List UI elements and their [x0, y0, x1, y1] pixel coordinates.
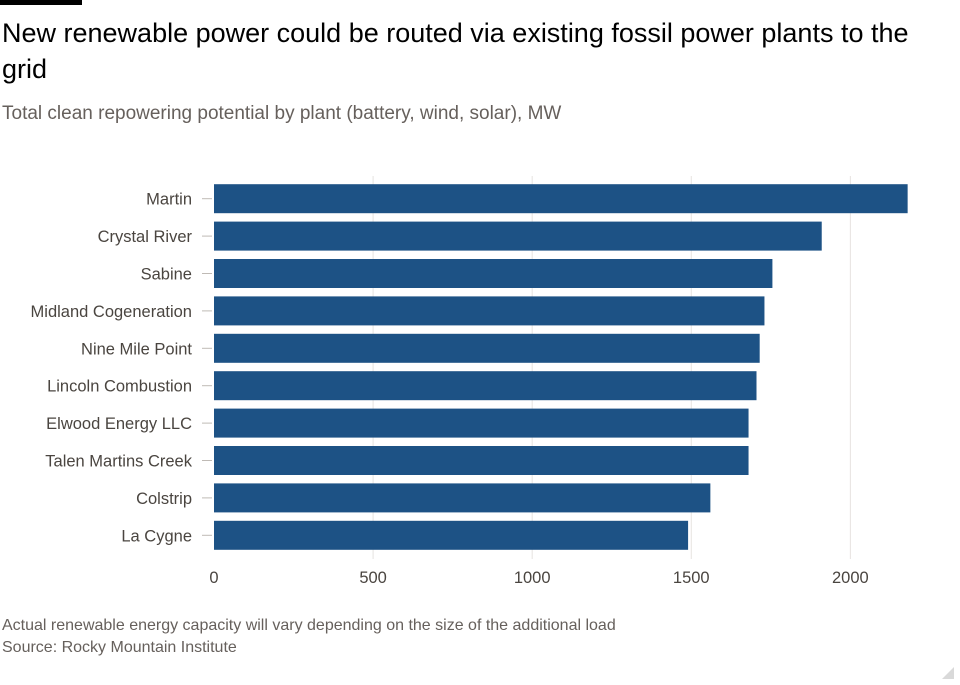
- bar: [214, 483, 711, 513]
- source-note: Source: Rocky Mountain Institute: [2, 639, 237, 656]
- bar: [214, 446, 749, 475]
- x-tick-label: 1000: [514, 569, 551, 587]
- x-tick-label: 0: [209, 569, 218, 587]
- y-tick-label: Sabine: [141, 266, 192, 284]
- chart-title: New renewable power could be routed via …: [2, 18, 909, 84]
- bar: [214, 333, 760, 363]
- y-tick-label: Colstrip: [136, 490, 192, 508]
- bar: [214, 184, 908, 214]
- bar: [214, 259, 773, 288]
- y-tick-label: Talen Martins Creek: [45, 453, 192, 471]
- y-tick-label: Elwood Energy LLC: [46, 415, 192, 433]
- bar: [214, 371, 757, 401]
- y-tick-label: Midland Cogeneration: [31, 303, 192, 321]
- top-rule: [0, 0, 82, 5]
- bar-chart: Martin Crystal River Sabine Midland Cogener…: [31, 176, 908, 587]
- y-tick-label: La Cygne: [121, 527, 192, 545]
- y-tick-label: Martin: [146, 191, 192, 209]
- bar: [214, 221, 822, 251]
- x-tick-label: 1500: [673, 569, 710, 587]
- chart-subtitle: Total clean repowering potential by plan…: [2, 103, 562, 124]
- y-tick-label: Nine Mile Point: [81, 340, 192, 358]
- bar: [214, 408, 749, 438]
- footnote: Actual renewable energy capacity will va…: [2, 617, 616, 634]
- y-tick-label: Lincoln Combustion: [47, 378, 192, 396]
- footer: Actual renewable energy capacity will va…: [2, 615, 616, 659]
- x-tick-label: 2000: [832, 569, 869, 587]
- y-tick-label: Crystal River: [98, 228, 193, 246]
- x-tick-label: 500: [359, 569, 387, 587]
- bar: [214, 296, 765, 326]
- resize-grip-icon[interactable]: [942, 667, 954, 679]
- bar: [214, 520, 689, 550]
